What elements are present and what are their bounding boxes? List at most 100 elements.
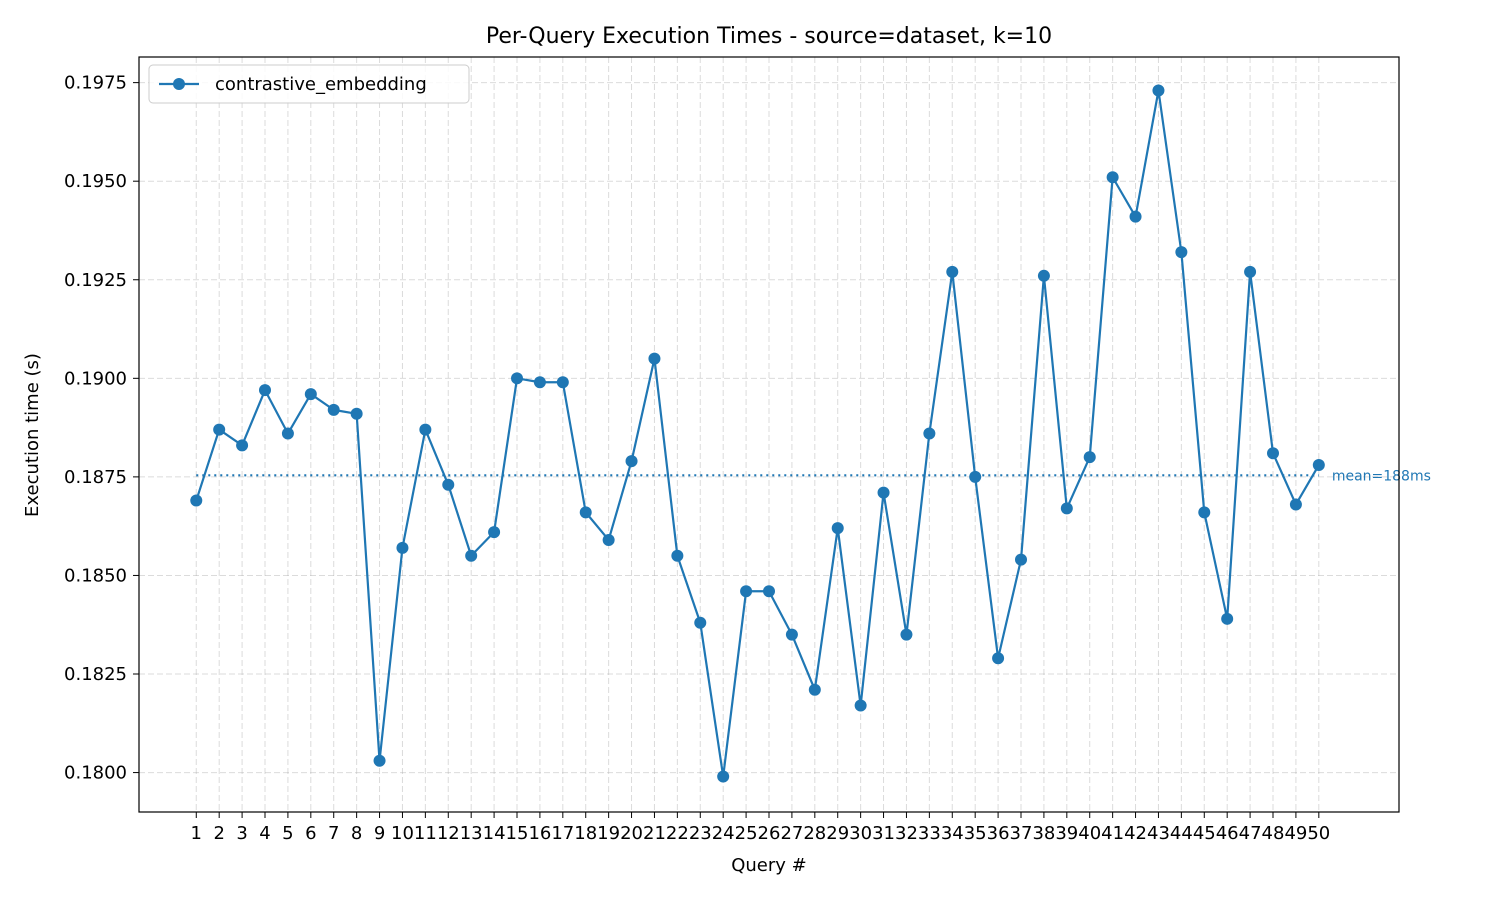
x-tick-label: 41 xyxy=(1101,823,1124,844)
data-point xyxy=(419,423,432,436)
x-tick-label: 23 xyxy=(689,823,712,844)
x-tick-label: 45 xyxy=(1193,823,1216,844)
x-tick-label: 14 xyxy=(483,823,506,844)
data-point xyxy=(831,522,844,535)
y-tick-label: 0.1950 xyxy=(64,171,127,192)
data-point xyxy=(648,352,661,365)
x-axis-ticks: 1 2 3 4 5 6 7 8 9 10 11 12 13 14 15 16 17 18 19 20 21 22 23 24 2… xyxy=(191,812,1330,844)
legend-box xyxy=(148,64,470,104)
data-point xyxy=(236,439,249,452)
x-tick-label: 33 xyxy=(918,823,941,844)
data-point xyxy=(1244,265,1257,278)
y-tick-label: 0.1975 xyxy=(64,73,127,94)
legend-label: contrastive_embedding xyxy=(215,74,427,95)
data-point xyxy=(1221,612,1234,625)
x-tick-label: 28 xyxy=(803,823,826,844)
data-point xyxy=(190,494,203,507)
data-point xyxy=(442,478,455,491)
x-tick-label: 25 xyxy=(735,823,758,844)
x-tick-label: 37 xyxy=(1010,823,1033,844)
data-point xyxy=(396,541,409,554)
x-tick-label: 49 xyxy=(1284,823,1307,844)
x-tick-label: 19 xyxy=(597,823,620,844)
data-point xyxy=(808,683,821,696)
data-point xyxy=(281,427,294,440)
data-point xyxy=(213,423,226,436)
data-point xyxy=(946,265,959,278)
x-tick-label: 18 xyxy=(574,823,597,844)
x-tick-label: 26 xyxy=(758,823,781,844)
series-group xyxy=(190,84,1325,783)
x-tick-label: 24 xyxy=(712,823,735,844)
y-tick-label: 0.1850 xyxy=(64,565,127,586)
data-point xyxy=(1289,498,1302,511)
x-tick-label: 39 xyxy=(1055,823,1078,844)
x-tick-label: 15 xyxy=(506,823,529,844)
legend-marker xyxy=(173,78,185,90)
data-point xyxy=(488,526,501,539)
data-point xyxy=(877,486,890,499)
x-tick-label: 34 xyxy=(941,823,964,844)
x-tick-label: 48 xyxy=(1262,823,1285,844)
x-tick-label: 9 xyxy=(374,823,385,844)
data-point xyxy=(1198,506,1211,519)
data-point xyxy=(785,628,798,641)
x-tick-label: 5 xyxy=(282,823,293,844)
data-point xyxy=(511,372,523,385)
y-axis-ticks: 0.1800 0.1825 0.1850 0.1875 0.1900 0.1925 0.19… xyxy=(64,73,139,784)
x-tick-label: 6 xyxy=(305,823,316,844)
x-tick-label: 29 xyxy=(826,823,849,844)
x-tick-label: 42 xyxy=(1124,823,1147,844)
x-tick-label: 47 xyxy=(1239,823,1262,844)
data-point xyxy=(1129,210,1142,223)
data-point xyxy=(533,376,546,389)
x-tick-label: 12 xyxy=(437,823,460,844)
x-tick-label: 32 xyxy=(895,823,918,844)
legend: contrastive_embedding xyxy=(148,64,470,104)
x-tick-label: 21 xyxy=(643,823,666,844)
x-tick-label: 1 xyxy=(191,823,202,844)
x-tick-label: 8 xyxy=(351,823,362,844)
data-point xyxy=(992,652,1005,665)
x-tick-label: 44 xyxy=(1170,823,1193,844)
x-tick-label: 13 xyxy=(460,823,483,844)
data-point xyxy=(1152,84,1165,97)
x-tick-label: 10 xyxy=(391,823,414,844)
data-point xyxy=(327,403,340,416)
data-point xyxy=(717,770,730,783)
x-tick-label: 50 xyxy=(1307,823,1330,844)
data-point xyxy=(1175,246,1188,259)
x-tick-label: 27 xyxy=(780,823,803,844)
data-point xyxy=(579,506,592,519)
data-point xyxy=(763,585,775,598)
y-tick-label: 0.1925 xyxy=(64,270,127,291)
data-point xyxy=(259,384,271,397)
data-point xyxy=(923,427,936,440)
data-point xyxy=(373,754,386,767)
x-tick-label: 43 xyxy=(1147,823,1170,844)
data-point xyxy=(1060,502,1073,515)
x-tick-label: 3 xyxy=(236,823,247,844)
data-point xyxy=(694,616,707,629)
data-point xyxy=(969,470,982,483)
x-tick-label: 40 xyxy=(1078,823,1101,844)
x-tick-label: 30 xyxy=(849,823,872,844)
data-point xyxy=(625,455,638,468)
mean-line-group: mean=188ms xyxy=(196,468,1431,484)
y-axis-label: Execution time (s) xyxy=(22,353,43,517)
x-tick-label: 22 xyxy=(666,823,689,844)
x-axis-label: Query # xyxy=(731,855,807,876)
data-point xyxy=(1015,553,1027,566)
y-tick-label: 0.1900 xyxy=(64,368,127,389)
data-point xyxy=(900,628,913,641)
data-point xyxy=(465,549,478,562)
x-tick-label: 11 xyxy=(414,823,437,844)
data-point xyxy=(556,376,569,389)
y-tick-label: 0.1800 xyxy=(64,763,127,784)
x-tick-label: 17 xyxy=(551,823,574,844)
x-tick-label: 36 xyxy=(987,823,1010,844)
series-line xyxy=(195,89,1320,778)
y-tick-label: 0.1875 xyxy=(64,467,127,488)
